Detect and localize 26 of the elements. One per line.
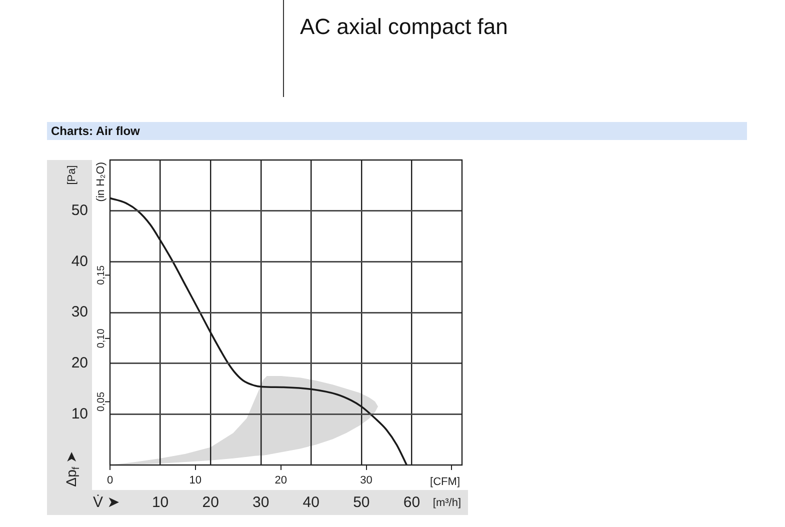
chart-subtitle: Charts: Air flow <box>51 124 140 138</box>
y-axis-title: [Pa] <box>66 165 78 185</box>
y-tick-label: 30 <box>71 304 88 321</box>
chart-title: AC axial compact fan <box>300 14 508 40</box>
y-tick-label: 20 <box>71 354 88 372</box>
x-tick-label: 40 <box>302 494 320 512</box>
x-tick-label: 20 <box>202 494 219 512</box>
y2-tick-label: 0,05 <box>96 392 107 412</box>
x2-tick-label: 20 <box>274 474 287 487</box>
x-tick-label: 10 <box>152 494 169 512</box>
text: V̇ ➤ <box>93 494 120 512</box>
x2-tick-label: 0 <box>106 474 114 487</box>
y-tick-label: 10 <box>71 405 88 422</box>
x2-axis-title: [CFM] <box>430 476 460 488</box>
y2-tick-label: 0,10 <box>96 328 107 348</box>
y-tick-label: 50 <box>71 202 88 219</box>
y-tick-label: 40 <box>71 252 88 270</box>
y2-axis-title: (in H₂O) <box>95 162 108 202</box>
x-tick-label: 60 <box>403 494 420 512</box>
x2-tick-label: 30 <box>360 474 372 487</box>
x-axis-title: [m³/h] <box>432 497 462 510</box>
text: Δpf ➤ <box>62 450 82 487</box>
y2-tick-label: 0,15 <box>96 264 107 285</box>
x2-tick-label: 10 <box>189 474 202 487</box>
x-tick-label: 30 <box>252 494 270 512</box>
x-tick-label: 50 <box>353 494 370 512</box>
